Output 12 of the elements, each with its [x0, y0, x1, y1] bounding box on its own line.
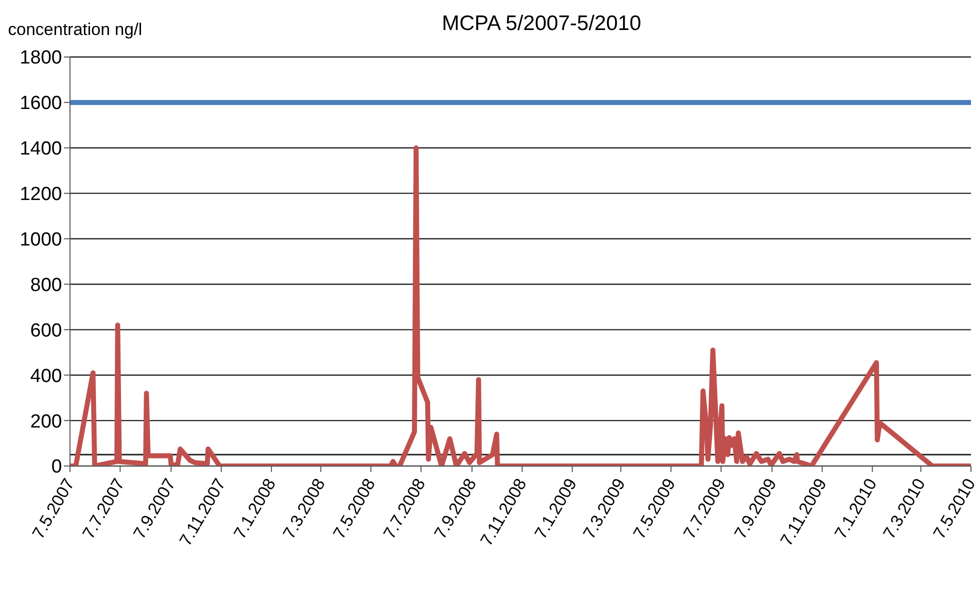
- y-tick-label: 1800: [20, 48, 62, 69]
- y-tick-label: 800: [30, 274, 62, 296]
- y-tick-label: 1400: [20, 138, 62, 160]
- y-tick-label: 0: [51, 456, 62, 478]
- y-tick-label: 1000: [20, 230, 62, 251]
- y-axis-title: concentration ng/l: [8, 20, 142, 40]
- y-tick-label: 1600: [20, 93, 62, 114]
- chart-title: MCPA 5/2007-5/2010: [442, 12, 642, 35]
- y-tick-label: 1200: [20, 184, 62, 206]
- y-tick-label: 200: [30, 411, 62, 432]
- y-tick-label: 600: [30, 320, 62, 342]
- y-tick-label: 400: [30, 366, 62, 387]
